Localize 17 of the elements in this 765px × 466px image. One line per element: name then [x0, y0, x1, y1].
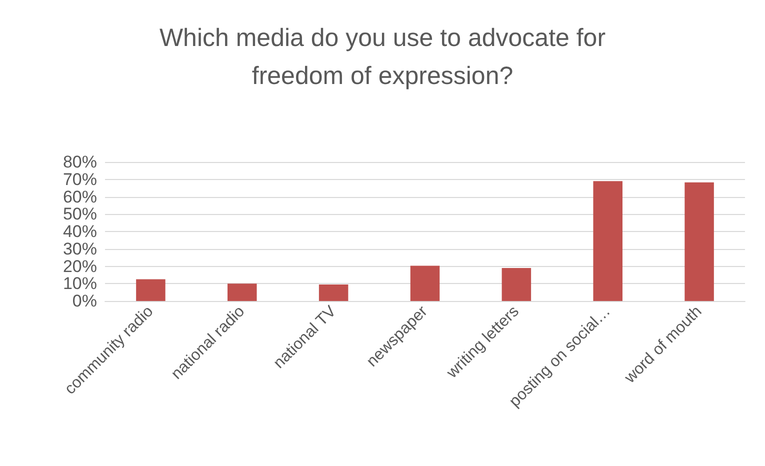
y-tick-label: 70% — [62, 170, 97, 189]
bar — [593, 181, 622, 301]
chart-title: Which media do you use to advocate for freedom of expression? — [159, 24, 606, 90]
bar — [318, 284, 348, 301]
bar — [502, 268, 532, 301]
bar — [410, 266, 440, 301]
y-tick-label: 50% — [62, 204, 97, 224]
y-tick-label: 0% — [72, 292, 97, 310]
y-tick-label: 30% — [62, 239, 97, 258]
bar — [228, 284, 257, 301]
y-tick-label: 80% — [62, 152, 97, 172]
bar — [136, 279, 166, 301]
y-tick-label: 20% — [62, 256, 97, 276]
y-tick-label: 10% — [62, 274, 97, 294]
y-tick-label: 40% — [62, 222, 97, 241]
y-tick-label: 60% — [62, 187, 97, 206]
bar — [684, 182, 714, 301]
